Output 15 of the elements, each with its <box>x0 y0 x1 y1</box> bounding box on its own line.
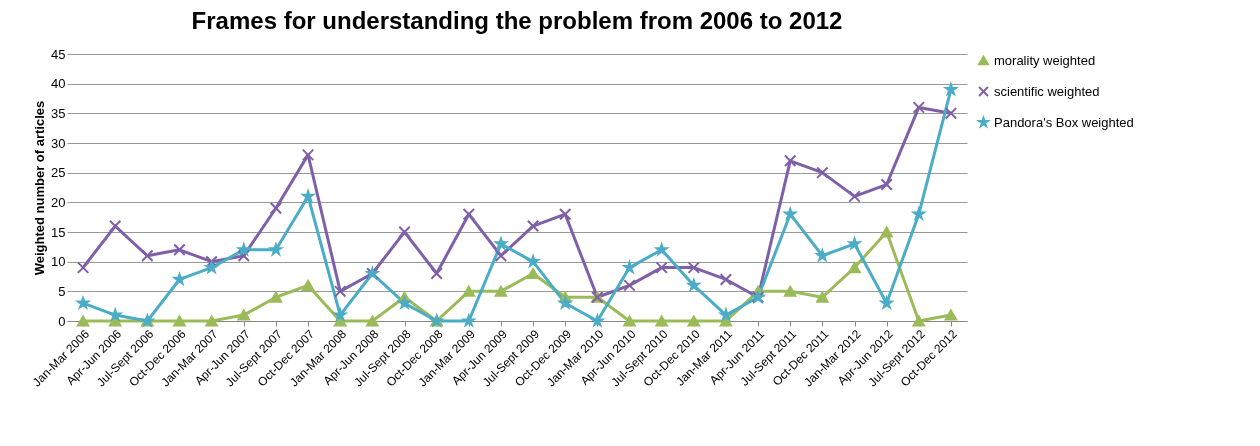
chart-title: Frames for understanding the problem from 2006 to 2012 <box>191 7 843 34</box>
y-tick-label: 10 <box>51 254 66 270</box>
y-axis-title: Weighted number of articles <box>32 100 48 276</box>
y-tick-label: 20 <box>51 194 66 210</box>
legend-label: Pandora's Box weighted <box>994 114 1134 130</box>
legend-label: morality weighted <box>994 52 1096 68</box>
y-tick-label: 15 <box>51 224 66 240</box>
y-tick-label: 30 <box>51 135 66 151</box>
legend-label: scientific weighted <box>994 83 1100 99</box>
y-tick-label: 5 <box>58 283 66 299</box>
y-tick-label: 0 <box>58 313 66 329</box>
y-tick-label: 40 <box>51 76 66 92</box>
y-tick-label: 25 <box>51 165 66 181</box>
y-tick-label: 45 <box>51 46 66 62</box>
y-tick-label: 35 <box>51 105 66 121</box>
